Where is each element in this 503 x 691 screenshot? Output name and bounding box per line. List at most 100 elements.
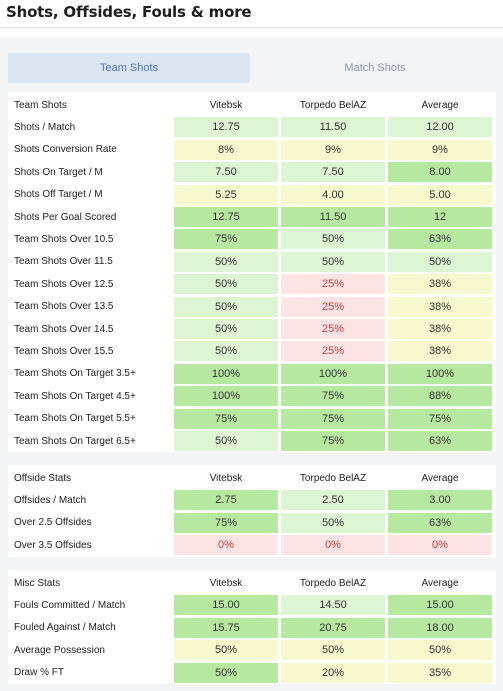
table-row: Over 3.5 Offsides 0% 0% 0% — [8, 534, 496, 556]
table-header-row: Team Shots Vitebsk Torpedo BelAZ Average — [8, 94, 496, 116]
stat-value-cell: 75% — [174, 229, 278, 250]
stat-value-cell: 7.50 — [174, 162, 278, 183]
row-label: Average Possession — [14, 644, 105, 656]
stat-value-cell: 50% — [281, 251, 385, 272]
row-label: Team Shots On Target 4.5+ — [14, 390, 136, 402]
stat-value-cell: 18.00 — [388, 617, 492, 638]
table-row: Team Shots On Target 5.5+ 75% 75% 75% — [8, 408, 496, 430]
row-label: Shots Conversion Rate — [14, 144, 117, 156]
table-row: Team Shots Over 11.5 50% 50% 50% — [8, 251, 496, 273]
stat-value-cell: 50% — [174, 341, 278, 362]
stat-value-cell: 38% — [388, 341, 492, 362]
stat-value-cell: 50% — [174, 662, 278, 683]
tab-match-shots[interactable]: Match Shots — [344, 62, 406, 74]
table-row: Shots On Target / M 7.50 7.50 8.00 — [8, 161, 496, 183]
tab-bar: Team Shots Match Shots — [8, 53, 496, 83]
stat-value-cell: 100% — [281, 363, 385, 384]
section-offside-stats: Offside Stats Vitebsk Torpedo BelAZ Average… — [8, 465, 496, 557]
stat-value-cell: 38% — [388, 274, 492, 295]
row-label: Team Shots Over 13.5 — [14, 301, 114, 313]
stat-value-cell: 63% — [388, 512, 492, 533]
row-label: Shots / Match — [14, 122, 76, 134]
row-label: Draw % FT — [14, 667, 64, 679]
stat-value-cell: 50% — [281, 512, 385, 533]
stat-value-cell: 100% — [174, 363, 278, 384]
stat-value-cell: 75% — [281, 386, 385, 407]
stat-value-cell: 100% — [388, 363, 492, 384]
table-header-row: Misc Stats Vitebsk Torpedo BelAZ Average — [8, 572, 496, 594]
stat-value-cell: 9% — [281, 139, 385, 160]
stat-value-cell: 12.00 — [388, 117, 492, 138]
stat-value-cell: 15.00 — [388, 595, 492, 616]
column-header: Torpedo BelAZ — [299, 577, 367, 589]
table-row: Team Shots On Target 6.5+ 50% 75% 63% — [8, 430, 496, 452]
row-label: Team Shots Over 10.5 — [14, 234, 114, 246]
column-header: Average — [421, 472, 459, 484]
stat-value-cell: 25% — [281, 341, 385, 362]
stat-value-cell: 5.00 — [388, 184, 492, 205]
stat-value-cell: 50% — [174, 296, 278, 317]
stat-value-cell: 11.50 — [281, 207, 385, 227]
table-row: Shots Conversion Rate 8% 9% 9% — [8, 139, 496, 161]
row-label: Shots On Target / M — [14, 166, 103, 178]
stat-value-cell: 9% — [388, 139, 492, 160]
table-row: Team Shots On Target 3.5+ 100% 100% 100% — [8, 363, 496, 385]
stat-value-cell: 100% — [174, 386, 278, 407]
stat-value-cell: 63% — [388, 431, 492, 451]
column-header: Vitebsk — [209, 472, 243, 484]
table-row: Over 2.5 Offsides 75% 50% 63% — [8, 512, 496, 534]
stat-value-cell: 75% — [388, 408, 492, 429]
column-header: Torpedo BelAZ — [299, 472, 367, 484]
stat-value-cell: 20% — [281, 662, 385, 683]
row-label: Offsides / Match — [14, 495, 87, 507]
stats-panel: Team Shots Match Shots Team Shots Vitebsk… — [0, 38, 503, 691]
stat-value-cell: 0% — [388, 535, 492, 556]
row-label: Fouled Against / Match — [14, 622, 116, 634]
stat-value-cell: 4.00 — [281, 184, 385, 205]
stat-value-cell: 50% — [388, 640, 492, 661]
stat-value-cell: 75% — [174, 408, 278, 429]
stat-value-cell: 50% — [174, 251, 278, 272]
table-row: Team Shots On Target 4.5+ 100% 75% 88% — [8, 385, 496, 407]
table-row: Offsides / Match 2.75 2.50 3.00 — [8, 489, 496, 511]
stat-value-cell: 38% — [388, 296, 492, 317]
row-label: Shots Per Goal Scored — [14, 211, 117, 223]
stat-value-cell: 50% — [174, 431, 278, 451]
tab-team-shots[interactable]: Team Shots — [8, 53, 250, 83]
column-header: Vitebsk — [209, 577, 243, 589]
stat-value-cell: 8.00 — [388, 162, 492, 183]
stat-value-cell: 12.75 — [174, 117, 278, 138]
section-team-shots: Team Shots Vitebsk Torpedo BelAZ Average Sho… — [8, 92, 496, 453]
stat-value-cell: 7.50 — [281, 162, 385, 183]
stat-value-cell: 25% — [281, 296, 385, 317]
stat-value-cell: 11.50 — [281, 117, 385, 138]
row-label: Team Shots Over 14.5 — [14, 323, 114, 335]
stat-value-cell: 25% — [281, 319, 385, 339]
stat-value-cell: 50% — [174, 274, 278, 295]
stat-value-cell: 50% — [281, 229, 385, 250]
row-label: Team Shots Over 15.5 — [14, 346, 114, 358]
column-header: Average — [421, 99, 459, 111]
table-header-row: Offside Stats Vitebsk Torpedo BelAZ Average — [8, 467, 496, 489]
row-label: Over 3.5 Offsides — [14, 539, 92, 551]
stat-value-cell: 50% — [174, 319, 278, 339]
stat-value-cell: 35% — [388, 662, 492, 683]
stat-value-cell: 25% — [281, 274, 385, 295]
section-heading: Offside Stats — [14, 472, 72, 484]
stat-value-cell: 75% — [174, 512, 278, 533]
row-label: Team Shots Over 11.5 — [14, 256, 113, 268]
stat-value-cell: 12 — [388, 207, 492, 227]
page-title: Shots, Offsides, Fouls & more — [6, 3, 252, 21]
stat-value-cell: 2.75 — [174, 490, 278, 511]
section-heading: Team Shots — [14, 99, 67, 111]
table-row: Team Shots Over 12.5 50% 25% 38% — [8, 273, 496, 295]
row-label: Team Shots On Target 6.5+ — [14, 435, 136, 447]
table-row: Average Possession 50% 50% 50% — [8, 639, 496, 661]
row-label: Team Shots Over 12.5 — [14, 278, 114, 290]
column-header: Vitebsk — [209, 99, 243, 111]
row-label: Fouls Committed / Match — [14, 600, 126, 612]
stat-value-cell: 63% — [388, 229, 492, 250]
stat-value-cell: 20.75 — [281, 617, 385, 638]
stat-value-cell: 5.25 — [174, 184, 278, 205]
stat-value-cell: 3.00 — [388, 490, 492, 511]
